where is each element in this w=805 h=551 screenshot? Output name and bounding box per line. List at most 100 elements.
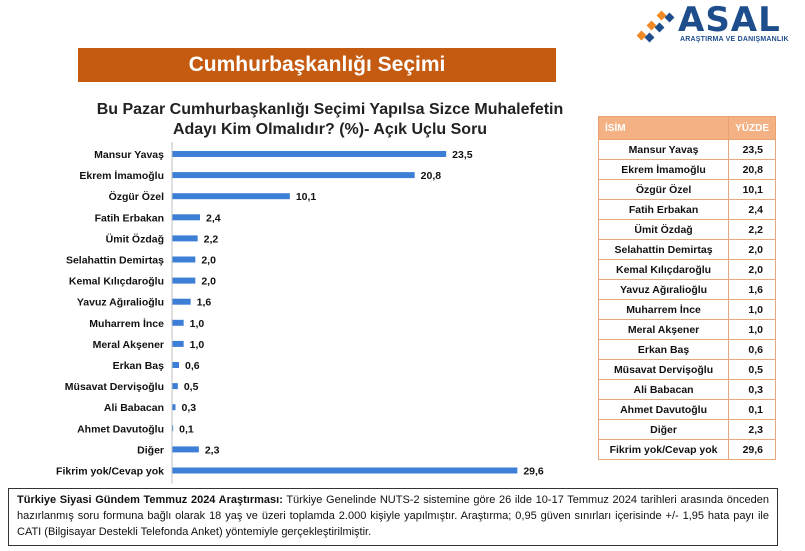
category-label: Erkan Baş xyxy=(113,360,165,372)
table-cell-value: 20,8 xyxy=(728,159,776,180)
category-label: Ahmet Davutoğlu xyxy=(77,423,164,435)
bar xyxy=(172,214,200,221)
table-cell-value: 1,0 xyxy=(728,319,776,340)
table-row: Müsavat Dervişoğlu 0,5 xyxy=(597,359,776,380)
category-label: Ümit Özdağ xyxy=(106,232,164,245)
methodology-footnote: Türkiye Siyasi Gündem Temmuz 2024 Araştı… xyxy=(8,488,778,546)
table-row: Ali Babacan 0,3 xyxy=(597,379,776,400)
bar xyxy=(172,404,176,411)
table-cell-name: Ümit Özdağ xyxy=(597,219,730,240)
category-label: Muharrem İnce xyxy=(89,317,164,330)
footnote-title: Türkiye Siyasi Gündem Temmuz 2024 Araştı… xyxy=(17,494,283,506)
table-cell-name: Özgür Özel xyxy=(597,179,730,200)
bar xyxy=(172,383,178,390)
asal-logo: ASAL ARAŞTIRMA VE DANIŞMANLIK xyxy=(636,0,801,46)
table-cell-value: 1,6 xyxy=(728,279,776,300)
bar xyxy=(172,425,174,432)
value-label: 2,0 xyxy=(201,255,216,267)
table-row: Yavuz Ağıralioğlu 1,6 xyxy=(597,279,776,300)
chart-title-line-1: Bu Pazar Cumhurbaşkanlığı Seçimi Yapılsa… xyxy=(96,101,564,118)
table-row: Meral Akşener 1,0 xyxy=(597,319,776,340)
table-cell-value: 23,5 xyxy=(728,139,776,160)
bar xyxy=(172,340,184,347)
table-cell-value: 2,0 xyxy=(728,259,776,280)
table-cell-value: 2,3 xyxy=(728,419,776,440)
value-label: 0,6 xyxy=(185,360,200,372)
category-label: Kemal Kılıçdaroğlu xyxy=(69,276,164,288)
table-cell-name: Diğer xyxy=(597,419,730,440)
bar xyxy=(172,193,290,200)
table-row: Özgür Özel 10,1 xyxy=(597,179,776,200)
table-header-value: YÜZDE xyxy=(728,116,776,140)
bar xyxy=(172,467,518,474)
category-label: Selahattin Demirtaş xyxy=(66,255,164,267)
bar xyxy=(172,319,184,326)
bar xyxy=(172,172,415,179)
table-row: Muharrem İnce 1,0 xyxy=(597,299,776,320)
table-cell-value: 2,2 xyxy=(728,219,776,240)
table-row: Fikrim yok/Cevap yok 29,6 xyxy=(597,439,776,460)
category-label: Yavuz Ağıralioğlu xyxy=(77,297,164,309)
table-cell-name: Ali Babacan xyxy=(597,379,730,400)
asal-logo-mark-icon xyxy=(636,10,675,43)
table-row: Fatih Erbakan 2,4 xyxy=(597,199,776,220)
value-label: 23,5 xyxy=(452,149,473,161)
value-label: 2,3 xyxy=(205,444,220,456)
category-label: Fikrim yok/Cevap yok xyxy=(56,466,164,478)
table-cell-value: 2,0 xyxy=(728,239,776,260)
table-header-name: İSİM xyxy=(597,116,730,140)
table-cell-value: 0,3 xyxy=(728,379,776,400)
value-label: 2,2 xyxy=(204,233,219,245)
logo-name: ASAL xyxy=(678,0,781,40)
bar-chart: Mansur Yavaş 23,5 Ekrem İmamoğlu 20,8 Özgür … xyxy=(56,142,544,484)
table-header-row: İSİM YÜZDE xyxy=(597,116,776,140)
table-cell-name: Meral Akşener xyxy=(597,319,730,340)
category-label: Ekrem İmamoğlu xyxy=(79,169,164,182)
table-cell-name: Mansur Yavaş xyxy=(597,139,730,160)
table-cell-value: 29,6 xyxy=(728,439,776,460)
value-label: 0,1 xyxy=(179,423,194,435)
bar xyxy=(172,446,199,453)
table-cell-name: Fikrim yok/Cevap yok xyxy=(597,439,730,460)
value-label: 0,3 xyxy=(182,402,197,414)
table-cell-name: Müsavat Dervişoğlu xyxy=(597,359,730,380)
logo-subtitle: ARAŞTIRMA VE DANIŞMANLIK xyxy=(680,36,789,43)
value-label: 1,6 xyxy=(197,297,212,309)
value-label: 0,5 xyxy=(184,381,199,393)
results-table: İSİM YÜZDE Mansur Yavaş 23,5 Ekrem İmamoğl… xyxy=(597,116,776,460)
bar xyxy=(172,298,191,305)
table-row: Ekrem İmamoğlu 20,8 xyxy=(597,159,776,180)
bar xyxy=(172,151,447,157)
table-cell-value: 1,0 xyxy=(728,299,776,320)
category-label: Diğer xyxy=(137,444,164,456)
table-cell-name: Ahmet Davutoğlu xyxy=(597,399,730,420)
table-cell-value: 2,4 xyxy=(728,199,776,220)
table-cell-value: 0,1 xyxy=(728,399,776,420)
value-label: 10,1 xyxy=(296,191,317,203)
value-label: 1,0 xyxy=(190,339,205,351)
table-cell-value: 0,5 xyxy=(728,359,776,380)
category-label: Mansur Yavaş xyxy=(94,149,164,161)
chart-title-line-2: Adayı Kim Olmalıdır? (%)- Açık Uçlu Soru xyxy=(172,121,488,138)
chart-title: Bu Pazar Cumhurbaşkanlığı Seçimi Yapılsa… xyxy=(60,100,600,140)
value-label: 20,8 xyxy=(421,170,442,182)
footnote-text: Türkiye Genelinde NUTS-2 sistemine göre … xyxy=(17,494,769,538)
page-title-banner: Cumhurbaşkanlığı Seçimi xyxy=(78,48,556,82)
category-label: Müsavat Dervişoğlu xyxy=(65,381,164,393)
table-cell-name: Yavuz Ağıralioğlu xyxy=(597,279,730,300)
bar xyxy=(172,362,179,368)
table-cell-value: 0,6 xyxy=(728,339,776,360)
table-row: Ümit Özdağ 2,2 xyxy=(597,219,776,240)
bar xyxy=(172,256,196,263)
page-title: Cumhurbaşkanlığı Seçimi xyxy=(188,53,446,76)
table-cell-name: Selahattin Demirtaş xyxy=(597,239,730,260)
table-cell-name: Muharrem İnce xyxy=(597,299,730,320)
table-cell-name: Erkan Baş xyxy=(597,339,730,360)
table-row: Selahattin Demirtaş 2,0 xyxy=(597,239,776,260)
category-label: Özgür Özel xyxy=(109,190,165,203)
table-cell-value: 10,1 xyxy=(728,179,776,200)
category-label: Meral Akşener xyxy=(93,339,164,351)
category-label: Ali Babacan xyxy=(104,402,164,414)
value-label: 29,6 xyxy=(523,466,544,478)
table-cell-name: Fatih Erbakan xyxy=(597,199,730,220)
